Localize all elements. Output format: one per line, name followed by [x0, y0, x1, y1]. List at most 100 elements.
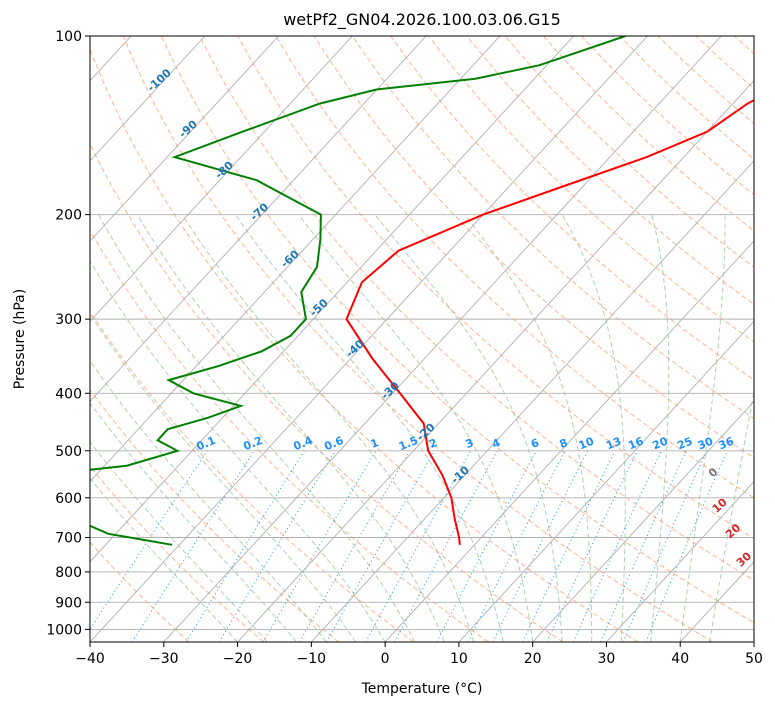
mixing-ratio-line	[622, 450, 708, 642]
y-tick-label: 500	[55, 444, 82, 460]
mixing-ratio-line	[394, 450, 498, 642]
isotherm-label: -70	[248, 200, 272, 223]
moist-adiabat	[90, 477, 238, 642]
moist-adiabat	[136, 214, 445, 642]
mixing-ratio-line	[492, 450, 589, 642]
dry-adiabat	[237, 36, 754, 540]
mixing-ratio-line	[185, 450, 305, 642]
dry-adiabat	[90, 388, 339, 642]
plot-area: -100-90-80-70-60-50-40-30-20-100.1 0.2 0.4…	[0, 36, 772, 642]
dry-adiabat	[160, 36, 754, 624]
isotherm-label: -50	[307, 296, 331, 319]
x-tick-label: −20	[223, 651, 253, 667]
isotherm-line	[90, 36, 575, 563]
temperature-profile	[345, 99, 754, 545]
dry-adiabat	[733, 36, 754, 55]
x-tick-label: −40	[75, 651, 105, 667]
isotherm-line	[384, 240, 754, 642]
dry-adiabat	[695, 36, 754, 90]
dry-adiabat	[199, 36, 754, 581]
dry-adiabats	[90, 36, 754, 642]
plot-frame	[89, 35, 755, 643]
x-axis-ticks: −40 −30 −20 −10 0 10 20 30 40 50	[75, 642, 763, 667]
isotherm-label: -90	[176, 117, 200, 140]
y-axis-ticks: 100 200 300 400 500 600 700 800 900 1000	[46, 29, 90, 638]
dry-adiabat	[90, 47, 639, 642]
x-tick-label: 40	[671, 651, 689, 667]
x-tick-label: 20	[524, 651, 542, 667]
moist-adiabat	[98, 214, 416, 642]
moist-adiabat	[90, 313, 357, 642]
mixing-ratio-label: 0.1	[195, 434, 218, 453]
mixing-ratio-label: 6	[529, 436, 541, 451]
moist-adiabat-label: 30	[734, 549, 754, 569]
dry-adiabat	[90, 310, 414, 642]
mixing-ratio-lines	[90, 450, 728, 642]
moist-adiabat	[374, 214, 563, 642]
moist-adiabat-label: 0	[706, 465, 721, 480]
isotherm-line	[90, 36, 648, 642]
y-tick-label: 600	[55, 491, 82, 507]
moist-adiabat-label: 40	[752, 578, 772, 598]
dry-adiabat	[122, 36, 713, 642]
mixing-ratio-label: 2	[427, 436, 439, 451]
y-tick-label: 800	[55, 565, 82, 581]
moist-adiabat	[464, 214, 593, 642]
pressure-gridlines	[90, 36, 754, 630]
dry-adiabat	[504, 36, 754, 268]
mixing-ratio-label: 4	[490, 436, 502, 451]
y-tick-label: 700	[55, 531, 82, 547]
profiles	[90, 36, 754, 546]
y-tick-label: 100	[55, 29, 82, 45]
isotherm-line	[679, 561, 754, 642]
x-tick-label: −30	[149, 651, 179, 667]
mixing-ratio-label: 20	[651, 435, 670, 453]
moist-adiabat	[90, 359, 327, 642]
x-tick-label: 10	[450, 651, 468, 667]
x-axis-label: Temperature (°C)	[361, 681, 483, 697]
mixing-ratio-line	[218, 450, 336, 642]
dry-adiabat	[275, 36, 754, 499]
isotherm-line	[90, 36, 206, 162]
mixing-ratio-line	[600, 450, 687, 642]
moist-adiabat	[90, 441, 268, 642]
isotherm-line	[753, 641, 754, 642]
y-tick-label: 300	[55, 312, 82, 328]
mixing-ratio-line	[325, 450, 435, 642]
dry-adiabat	[90, 541, 190, 642]
moist-adiabat	[90, 402, 297, 642]
line-labels: -100-90-80-70-60-50-40-30-20-100.1 0.2 0.4…	[145, 66, 772, 598]
isotherm-line	[0, 36, 57, 642]
isotherm-line	[606, 480, 754, 642]
mixing-ratio-line	[90, 450, 208, 631]
dry-adiabat	[313, 36, 754, 459]
isotherm-label: -60	[278, 247, 302, 270]
x-tick-label: −10	[297, 651, 327, 667]
mixing-ratio-label: 36	[717, 435, 736, 453]
moist-adiabat	[650, 214, 670, 642]
isotherm-label: -10	[448, 463, 472, 486]
dry-adiabat	[90, 142, 564, 642]
isotherm-line	[532, 400, 754, 642]
mixing-ratio-line	[131, 450, 255, 642]
isotherm-line	[90, 36, 501, 483]
x-tick-label: 0	[381, 651, 390, 667]
mixing-ratio-label: 3	[463, 436, 475, 451]
isotherm-line	[90, 36, 279, 242]
dry-adiabat	[90, 465, 265, 642]
mixing-ratio-label: 0.4	[292, 434, 315, 453]
mixing-ratio-line	[573, 450, 662, 642]
isotherm-label: -100	[145, 66, 174, 94]
y-tick-label: 1000	[46, 622, 82, 638]
dry-adiabat	[390, 36, 754, 381]
isotherm-line	[90, 36, 427, 403]
moist-adiabat	[298, 214, 534, 642]
mixing-ratio-label: 25	[675, 435, 694, 453]
x-tick-label: 30	[598, 651, 616, 667]
dry-adiabat	[466, 36, 754, 305]
y-tick-label: 900	[55, 595, 82, 611]
dry-adiabat	[657, 36, 754, 125]
dewpoint-profile	[90, 36, 626, 546]
mixing-ratio-label: 0.6	[322, 434, 345, 453]
